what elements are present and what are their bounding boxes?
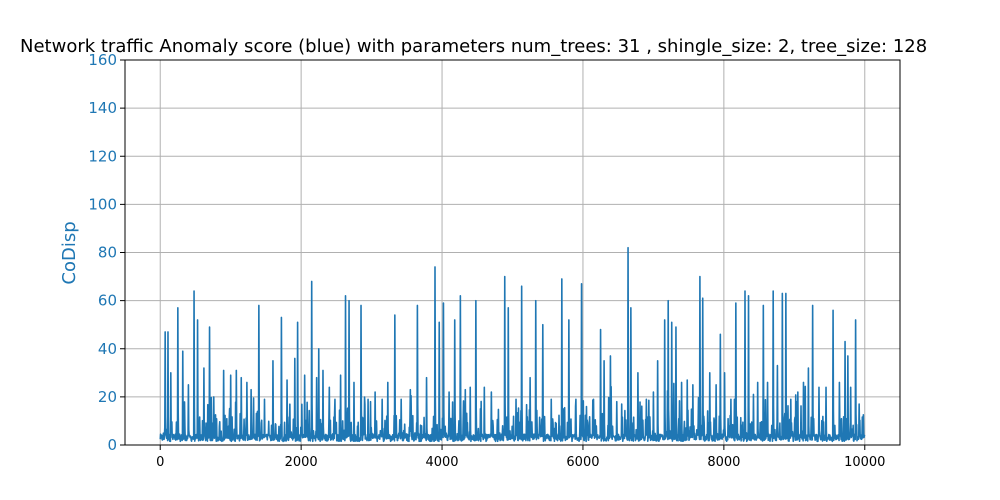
y-axis-label: CoDisp	[59, 221, 80, 284]
x-tick-label: 8000	[707, 455, 740, 470]
x-tick-label: 2000	[285, 455, 318, 470]
y-tick-label: 140	[88, 99, 117, 117]
y-tick-label: 20	[98, 388, 117, 406]
x-tick-label: 6000	[566, 455, 599, 470]
tick-layer: 0 20 40 60 80 100 120 140 160 0 2000 4000 6000 8000 10…	[88, 51, 885, 470]
y-tick-label: 60	[98, 292, 117, 310]
y-tick-label: 0	[107, 436, 117, 454]
y-tick-label: 40	[98, 340, 117, 358]
y-tick-label: 100	[88, 195, 117, 213]
chart-title: Network traffic Anomaly score (blue) wit…	[20, 36, 927, 57]
y-tick-label: 80	[98, 244, 117, 262]
y-tick-label: 160	[88, 51, 117, 69]
x-tick-label: 10000	[844, 455, 885, 470]
series-layer	[159, 246, 866, 443]
x-tick-label: 0	[156, 455, 164, 470]
x-tick-label: 4000	[425, 455, 458, 470]
codisp-series-line	[159, 246, 866, 443]
y-tick-label: 120	[88, 147, 117, 165]
